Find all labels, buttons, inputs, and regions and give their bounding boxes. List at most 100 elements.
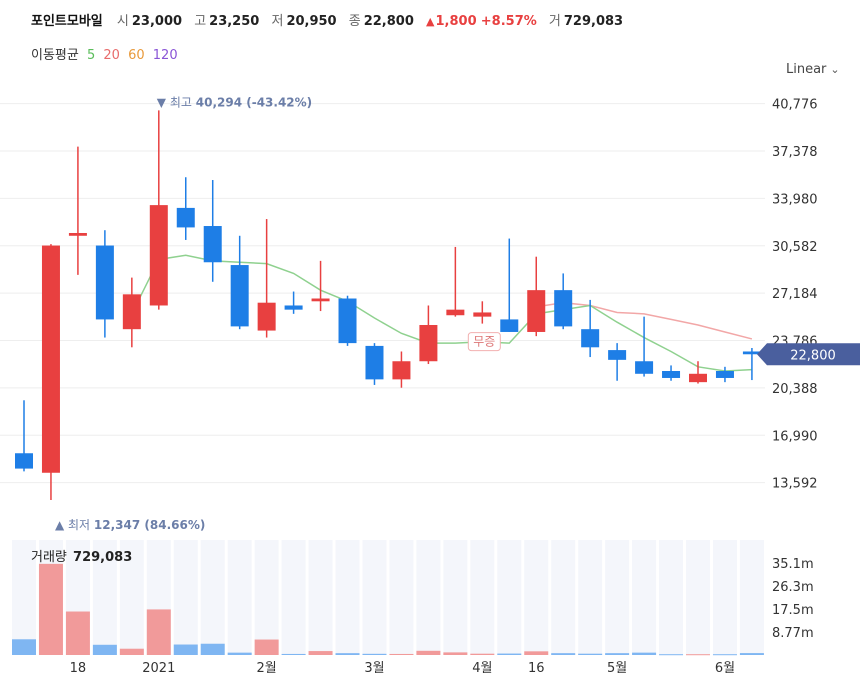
open-value: 23,000 bbox=[131, 14, 183, 29]
last-price-label: 22,800 bbox=[790, 348, 836, 363]
volume-bar bbox=[578, 653, 603, 655]
candle-body bbox=[635, 361, 654, 374]
stock-name: 포인트모바일 bbox=[31, 14, 103, 29]
volume-panel-label: 거래량 bbox=[31, 550, 67, 565]
volume-column-bg bbox=[119, 540, 144, 655]
volume-tick-label: 26.3m bbox=[772, 580, 814, 595]
volume-bar bbox=[551, 653, 576, 655]
x-tick-label: 18 bbox=[70, 661, 87, 676]
volume-column-bg bbox=[416, 540, 441, 655]
candle-body bbox=[338, 298, 357, 344]
candle-body bbox=[365, 345, 384, 380]
candle-body bbox=[41, 245, 60, 473]
price-tick-label: 20,388 bbox=[772, 382, 818, 397]
ma-period-20[interactable]: 20 bbox=[103, 48, 120, 63]
volume-bar bbox=[65, 611, 90, 655]
volume-column-bg bbox=[524, 540, 549, 655]
volume-bar bbox=[200, 643, 225, 655]
candle-body bbox=[203, 226, 222, 263]
candle-body bbox=[230, 265, 249, 327]
candle-body bbox=[554, 290, 573, 327]
candle-body bbox=[15, 453, 33, 469]
candle-body bbox=[149, 205, 168, 306]
candle-body bbox=[122, 294, 141, 330]
candle-body bbox=[715, 370, 734, 378]
volume-column-bg bbox=[443, 540, 468, 655]
candle-body bbox=[284, 305, 303, 310]
last-price-tag bbox=[757, 343, 860, 366]
close-value: 22,800 bbox=[363, 14, 414, 29]
price-tick-label: 16,990 bbox=[772, 429, 818, 444]
volume-column-bg bbox=[497, 540, 522, 655]
x-tick-label: 16 bbox=[528, 661, 545, 676]
volume-column-bg bbox=[659, 540, 684, 655]
candle-body bbox=[446, 309, 465, 316]
price-tick-label: 33,980 bbox=[772, 192, 818, 207]
event-badge-label: 무증 bbox=[473, 335, 495, 349]
volume-column-bg bbox=[173, 540, 198, 655]
volume-column-bg bbox=[200, 540, 225, 655]
volume-bar bbox=[739, 653, 764, 655]
high-price-annotation: ▼ 최고 40,294 (-43.42%) bbox=[157, 95, 312, 109]
candle-body bbox=[311, 298, 330, 302]
volume-column-bg bbox=[605, 540, 630, 655]
change-up-arrow-icon: ▲ bbox=[426, 15, 435, 28]
price-tick-label: 37,378 bbox=[772, 145, 818, 160]
x-tick-label: 2021 bbox=[142, 661, 175, 676]
candle-body bbox=[473, 312, 492, 317]
candle-body bbox=[581, 329, 600, 348]
ma-period-5[interactable]: 5 bbox=[86, 48, 96, 63]
volume-bar bbox=[335, 653, 360, 655]
volume-bar bbox=[227, 652, 252, 655]
open-label: 시 bbox=[116, 14, 129, 29]
ma-period-120[interactable]: 120 bbox=[152, 48, 178, 63]
volume-bar bbox=[12, 639, 36, 655]
volume-column-bg bbox=[362, 540, 387, 655]
stock-summary-header: 포인트모바일 시 23,000 고 23,250 저 20,950 종 22,800 ▲… bbox=[31, 10, 631, 29]
volume-bar bbox=[712, 654, 737, 656]
volume-value: 729,083 bbox=[563, 14, 624, 29]
change-percent: +8.57% bbox=[480, 14, 537, 29]
volume-label: 거 bbox=[548, 14, 561, 29]
ma-period-60[interactable]: 60 bbox=[128, 48, 145, 63]
candle-body bbox=[419, 324, 438, 362]
chevron-down-icon: ⌄ bbox=[830, 63, 840, 76]
candle-body bbox=[742, 351, 761, 355]
candle-body bbox=[68, 232, 87, 236]
candle-body bbox=[392, 361, 411, 380]
price-tick-label: 30,582 bbox=[772, 240, 818, 255]
scale-label: Linear bbox=[786, 62, 827, 77]
volume-bar bbox=[470, 653, 495, 655]
volume-column-bg bbox=[335, 540, 360, 655]
candle-body bbox=[176, 207, 195, 228]
volume-bar bbox=[362, 653, 387, 655]
moving-average-legend: 이동평균 5 20 60 120 bbox=[31, 44, 182, 63]
volume-bar bbox=[416, 650, 441, 655]
high-label: 고 bbox=[194, 14, 207, 29]
x-tick-label: 3월 bbox=[364, 661, 384, 676]
x-tick-label: 5월 bbox=[607, 661, 627, 676]
volume-column-bg bbox=[739, 540, 764, 655]
volume-bar bbox=[254, 639, 279, 655]
candle-body bbox=[500, 319, 519, 332]
volume-bar bbox=[92, 644, 117, 655]
x-tick-label: 2월 bbox=[257, 661, 277, 676]
volume-column-bg bbox=[254, 540, 279, 655]
volume-column-bg bbox=[578, 540, 603, 655]
volume-tick-label: 35.1m bbox=[772, 557, 814, 572]
change-value: 1,800 bbox=[435, 14, 477, 29]
volume-column-bg bbox=[470, 540, 495, 655]
candle-body bbox=[95, 245, 114, 320]
volume-bar bbox=[281, 653, 306, 655]
volume-bar bbox=[524, 651, 549, 655]
volume-column-bg bbox=[308, 540, 333, 655]
volume-column-bg bbox=[712, 540, 737, 655]
price-tick-label: 40,776 bbox=[772, 98, 818, 113]
price-tick-label: 13,592 bbox=[772, 477, 818, 492]
x-tick-label: 6월 bbox=[715, 661, 735, 676]
x-tick-label: 4월 bbox=[472, 661, 492, 676]
volume-bar bbox=[443, 652, 468, 655]
candle-body bbox=[689, 373, 707, 383]
scale-selector[interactable]: Linear ⌄ bbox=[786, 62, 840, 77]
